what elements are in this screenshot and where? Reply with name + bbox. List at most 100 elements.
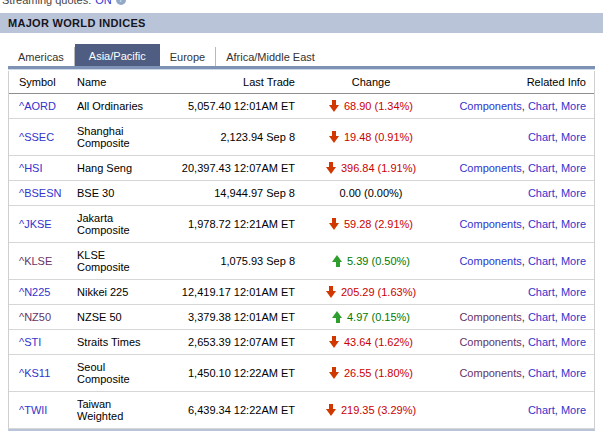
related-link-chart[interactable]: Chart (528, 187, 555, 199)
change-arrow-icon (329, 218, 340, 230)
related-link-components[interactable]: Components (459, 336, 521, 348)
related-link-components[interactable]: Components (459, 255, 521, 267)
related-info-cell: Components, Chart, More (447, 156, 594, 181)
related-info-cell: Components, Chart, More (447, 305, 594, 330)
change-arrow-icon (329, 100, 340, 112)
related-link-chart[interactable]: Chart (528, 162, 555, 174)
related-link-components[interactable]: Components (459, 162, 521, 174)
help-icon[interactable]: ? (116, 0, 126, 5)
related-link-more[interactable]: More (561, 336, 586, 348)
related-link-chart[interactable]: Chart (528, 286, 555, 298)
related-link-chart[interactable]: Chart (528, 100, 555, 112)
related-link-more[interactable]: More (561, 131, 586, 143)
change-cell: 19.48 (0.91%) (295, 119, 447, 156)
table-row: ^KS11 Seoul Composite 1,450.10 12:22AM E… (9, 355, 594, 392)
related-link-chart[interactable]: Chart (528, 404, 555, 416)
streaming-quotes-bar: Streaming quotes: ON ? (0, 0, 603, 9)
related-info-cell: Chart, More (447, 181, 594, 206)
symbol-cell: ^N225 (9, 280, 71, 305)
change-cell: 26.55 (1.80%) (295, 355, 447, 392)
related-link-components[interactable]: Components (459, 218, 521, 230)
table-row: ^N225 Nikkei 225 12,419.17 12:01AM ET 20… (9, 280, 594, 305)
table-row: ^JKSE Jakarta Composite 1,978.72 12:21AM… (9, 206, 594, 243)
change-arrow-icon (329, 336, 340, 348)
related-info-cell: Components, Chart, More (447, 94, 594, 119)
tab-europe[interactable]: Europe (160, 47, 216, 66)
symbol-link[interactable]: ^BSESN (19, 187, 61, 199)
change-arrow-icon (326, 286, 337, 298)
change-arrow-icon (332, 255, 343, 267)
related-link-components[interactable]: Components (459, 367, 521, 379)
related-link-more[interactable]: More (561, 100, 586, 112)
symbol-link[interactable]: ^N225 (19, 286, 50, 298)
tab-africa-middle-east[interactable]: Africa/Middle East (216, 47, 325, 66)
change-value: 4.97 (0.15%) (347, 311, 410, 323)
table-row: ^NZ50 NZSE 50 3,379.38 12:01AM ET 4.97 (… (9, 305, 594, 330)
indices-table-container: Symbol Name Last Trade Change Related In… (8, 71, 595, 431)
last-trade: 14,944.97 Sep 8 (155, 181, 295, 206)
symbol-link[interactable]: ^KLSE (19, 255, 52, 267)
streaming-quotes-toggle[interactable]: ON (95, 0, 112, 6)
related-link-more[interactable]: More (561, 367, 586, 379)
related-link-more[interactable]: More (561, 404, 586, 416)
related-link-chart[interactable]: Chart (528, 131, 555, 143)
indices-table-body: ^AORD All Ordinaries 5,057.40 12:01AM ET… (9, 94, 594, 429)
symbol-cell: ^TWII (9, 392, 71, 429)
change-cell: 5.39 (0.50%) (295, 243, 447, 280)
related-link-components[interactable]: Components (459, 311, 521, 323)
symbol-link[interactable]: ^HSI (19, 162, 43, 174)
related-link-more[interactable]: More (561, 311, 586, 323)
related-link-more[interactable]: More (561, 286, 586, 298)
region-tabs: AmericasAsia/PacificEuropeAfrica/Middle … (8, 44, 595, 69)
related-link-chart[interactable]: Chart (528, 367, 555, 379)
related-link-chart[interactable]: Chart (528, 336, 555, 348)
related-link-components[interactable]: Components (459, 100, 521, 112)
last-trade: 2,653.39 12:07AM ET (155, 330, 295, 355)
column-header-related-info: Related Info (447, 71, 594, 94)
index-name: Taiwan Weighted (71, 392, 155, 429)
indices-table: Symbol Name Last Trade Change Related In… (9, 71, 594, 429)
related-link-more[interactable]: More (561, 255, 586, 267)
tab-americas[interactable]: Americas (8, 47, 75, 66)
change-cell: 68.90 (1.34%) (295, 94, 447, 119)
related-link-more[interactable]: More (561, 162, 586, 174)
index-name: KLSE Composite (71, 243, 155, 280)
symbol-link[interactable]: ^AORD (19, 100, 56, 112)
table-row: ^SSEC Shanghai Composite 2,123.94 Sep 8 … (9, 119, 594, 156)
index-name: Hang Seng (71, 156, 155, 181)
change-arrow-icon (326, 162, 337, 174)
symbol-link[interactable]: ^KS11 (19, 367, 50, 379)
table-row: ^AORD All Ordinaries 5,057.40 12:01AM ET… (9, 94, 594, 119)
related-link-chart[interactable]: Chart (528, 218, 555, 230)
symbol-cell: ^HSI (9, 156, 71, 181)
change-value: 26.55 (1.80%) (344, 367, 413, 379)
related-link-more[interactable]: More (561, 187, 586, 199)
symbol-link[interactable]: ^JKSE (19, 218, 52, 230)
related-info-cell: Chart, More (447, 119, 594, 156)
index-name: NZSE 50 (71, 305, 155, 330)
change-value: 205.29 (1.63%) (341, 286, 416, 298)
symbol-link[interactable]: ^STI (19, 336, 41, 348)
last-trade: 1,075.93 Sep 8 (155, 243, 295, 280)
column-header-name: Name (71, 71, 155, 94)
index-name: Jakarta Composite (71, 206, 155, 243)
related-link-chart[interactable]: Chart (528, 311, 555, 323)
table-row: ^BSESN BSE 30 14,944.97 Sep 8 0.00 (0.00… (9, 181, 594, 206)
index-name: Shanghai Composite (71, 119, 155, 156)
related-info-cell: Components, Chart, More (447, 206, 594, 243)
change-value: 68.90 (1.34%) (344, 100, 413, 112)
last-trade: 5,057.40 12:01AM ET (155, 94, 295, 119)
related-link-more[interactable]: More (561, 218, 586, 230)
symbol-link[interactable]: ^SSEC (19, 131, 54, 143)
change-arrow-icon (329, 131, 340, 143)
related-link-chart[interactable]: Chart (528, 255, 555, 267)
tab-asia-pacific[interactable]: Asia/Pacific (75, 44, 160, 66)
change-arrow-icon (329, 367, 340, 379)
symbol-cell: ^AORD (9, 94, 71, 119)
symbol-link[interactable]: ^TWII (19, 404, 47, 416)
symbol-link[interactable]: ^NZ50 (19, 311, 51, 323)
tabstrip: AmericasAsia/PacificEuropeAfrica/Middle … (8, 44, 595, 69)
change-arrow-icon (332, 311, 343, 323)
change-value: 396.84 (1.91%) (341, 162, 416, 174)
index-name: BSE 30 (71, 181, 155, 206)
